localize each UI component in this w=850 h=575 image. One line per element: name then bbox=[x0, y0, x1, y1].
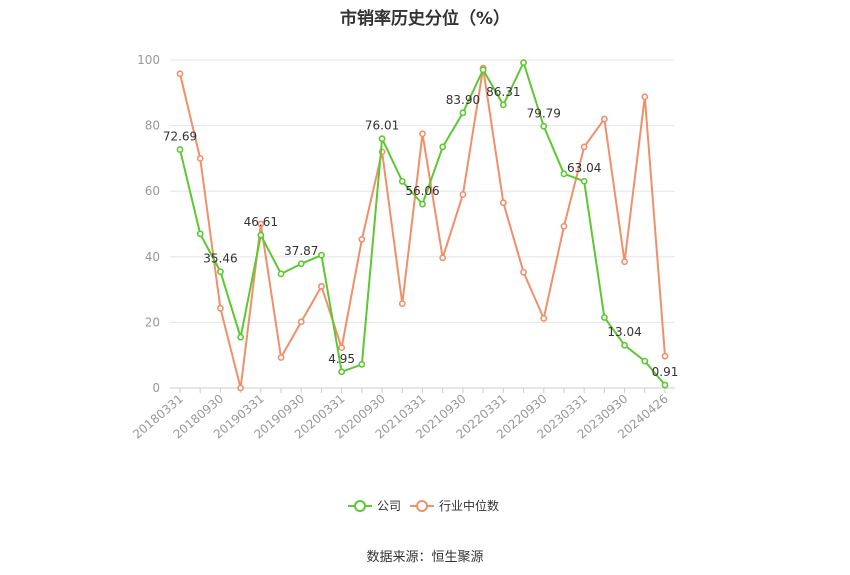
data-point bbox=[419, 200, 426, 208]
data-point bbox=[540, 122, 548, 130]
data-point bbox=[338, 344, 346, 352]
data-label: 72.69 bbox=[163, 130, 197, 144]
y-tick-label: 100 bbox=[137, 53, 160, 67]
data-label: 46.61 bbox=[244, 215, 278, 229]
data-point bbox=[520, 59, 527, 67]
data-point bbox=[540, 315, 548, 322]
data-point bbox=[257, 231, 265, 239]
data-point bbox=[398, 300, 406, 308]
data-point bbox=[600, 115, 608, 123]
data-point bbox=[439, 254, 447, 262]
data-point bbox=[661, 381, 669, 389]
data-point bbox=[661, 352, 669, 360]
data-point bbox=[378, 135, 386, 143]
data-point bbox=[217, 268, 224, 276]
source-note: 数据来源：恒生聚源 bbox=[366, 550, 484, 565]
data-point bbox=[580, 143, 588, 151]
data-point bbox=[358, 236, 366, 243]
y-tick-label: 40 bbox=[145, 250, 160, 264]
data-point bbox=[297, 260, 305, 268]
data-point bbox=[499, 101, 507, 109]
legend-label: 公司 bbox=[377, 499, 401, 513]
data-point bbox=[237, 384, 245, 392]
data-label: 13.04 bbox=[607, 325, 641, 339]
data-label: 56.06 bbox=[405, 184, 439, 198]
legend-marker bbox=[416, 500, 428, 512]
data-point bbox=[318, 251, 325, 259]
data-point bbox=[318, 282, 325, 290]
data-label: 4.95 bbox=[328, 352, 355, 366]
data-label: 0.91 bbox=[652, 365, 679, 379]
data-point bbox=[560, 170, 568, 178]
data-point bbox=[560, 222, 568, 230]
data-point bbox=[176, 146, 184, 153]
data-point bbox=[196, 154, 204, 162]
data-point bbox=[277, 270, 285, 278]
y-tick-label: 80 bbox=[145, 119, 160, 133]
data-point bbox=[621, 258, 628, 266]
data-point bbox=[479, 66, 487, 74]
data-point bbox=[459, 191, 467, 198]
data-label: 83.90 bbox=[446, 93, 480, 107]
data-point bbox=[439, 143, 447, 151]
data-point bbox=[358, 360, 366, 368]
data-point bbox=[257, 220, 265, 228]
data-point bbox=[217, 304, 224, 312]
data-point bbox=[580, 177, 588, 185]
data-label: 76.01 bbox=[365, 119, 399, 133]
data-point bbox=[196, 230, 204, 238]
y-tick-label: 20 bbox=[145, 315, 160, 329]
data-point bbox=[520, 268, 527, 276]
chart-title: 市销率历史分位（%） bbox=[339, 9, 511, 29]
data-point bbox=[459, 109, 467, 117]
legend-marker bbox=[354, 500, 366, 512]
data-point bbox=[419, 130, 426, 138]
data-label: 86.31 bbox=[486, 85, 520, 99]
data-point bbox=[277, 354, 285, 361]
y-tick-label: 60 bbox=[145, 184, 160, 198]
data-label: 79.79 bbox=[527, 106, 561, 120]
data-point bbox=[641, 357, 649, 365]
data-label: 37.87 bbox=[284, 244, 318, 258]
data-label: 63.04 bbox=[567, 161, 601, 175]
data-point bbox=[338, 368, 346, 376]
data-point bbox=[641, 93, 649, 101]
data-point bbox=[600, 314, 608, 321]
data-point bbox=[176, 70, 184, 78]
y-tick-label: 0 bbox=[152, 381, 160, 395]
data-label: 35.46 bbox=[203, 252, 237, 266]
data-point bbox=[499, 199, 507, 207]
data-point bbox=[398, 177, 406, 185]
data-point bbox=[237, 333, 245, 341]
data-point bbox=[297, 318, 305, 326]
legend-label: 行业中位数 bbox=[439, 498, 499, 513]
data-point bbox=[621, 341, 628, 349]
